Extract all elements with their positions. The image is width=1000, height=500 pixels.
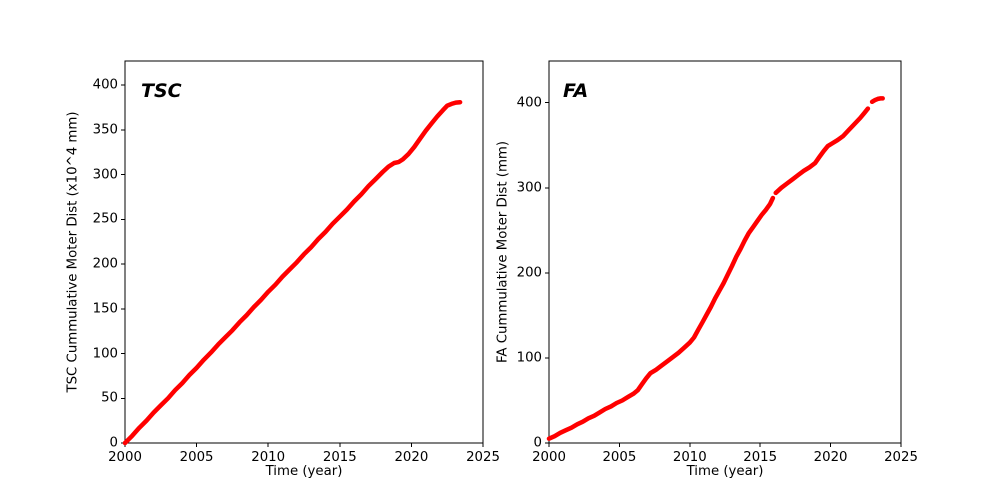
x-tick-label: 2005 xyxy=(602,450,637,465)
y-tick-label: 400 xyxy=(516,95,542,111)
data-series-line xyxy=(546,195,776,441)
y-tick-label: 300 xyxy=(516,180,542,196)
y-tick-label: 350 xyxy=(92,122,118,138)
plot2-xaxis-label: Time (year) xyxy=(686,464,764,479)
y-tick-label: 400 xyxy=(92,77,118,93)
x-tick-label: 2000 xyxy=(108,450,142,465)
y-tick-label: 0 xyxy=(109,435,118,451)
plot1-title: TSC xyxy=(141,80,182,102)
x-tick-label: 2020 xyxy=(813,450,848,465)
axes-spines xyxy=(124,60,484,444)
y-tick-label: 250 xyxy=(92,211,118,227)
x-tick-label: 2015 xyxy=(743,450,778,465)
axes-spines xyxy=(548,60,902,444)
y-tick-label: 50 xyxy=(101,390,118,406)
x-tick-label: 2005 xyxy=(179,450,214,465)
x-tick-label: 2025 xyxy=(466,450,500,465)
y-tick-label: 100 xyxy=(516,350,542,366)
y-tick-label: 300 xyxy=(92,166,118,182)
x-tick-label: 2000 xyxy=(532,450,566,465)
y-tick-label: 100 xyxy=(92,345,118,361)
y-tick-label: 0 xyxy=(533,435,542,451)
x-tick-label: 2020 xyxy=(394,450,429,465)
x-tick-label: 2010 xyxy=(672,450,707,465)
y-tick-label: 200 xyxy=(92,256,118,272)
x-tick-label: 2025 xyxy=(884,450,918,465)
plot1-xaxis-label: Time (year) xyxy=(265,464,343,479)
data-series-line xyxy=(869,96,885,105)
data-series-line xyxy=(122,99,463,446)
plot2-title: FA xyxy=(563,80,589,102)
plot2-yaxis-label: FA Cummulative Moter Dist (mm) xyxy=(495,140,511,364)
data-series-line xyxy=(773,106,871,196)
y-tick-label: 200 xyxy=(516,265,542,281)
x-tick-label: 2015 xyxy=(322,450,357,465)
y-tick-label: 150 xyxy=(92,301,118,317)
x-tick-label: 2010 xyxy=(251,450,286,465)
